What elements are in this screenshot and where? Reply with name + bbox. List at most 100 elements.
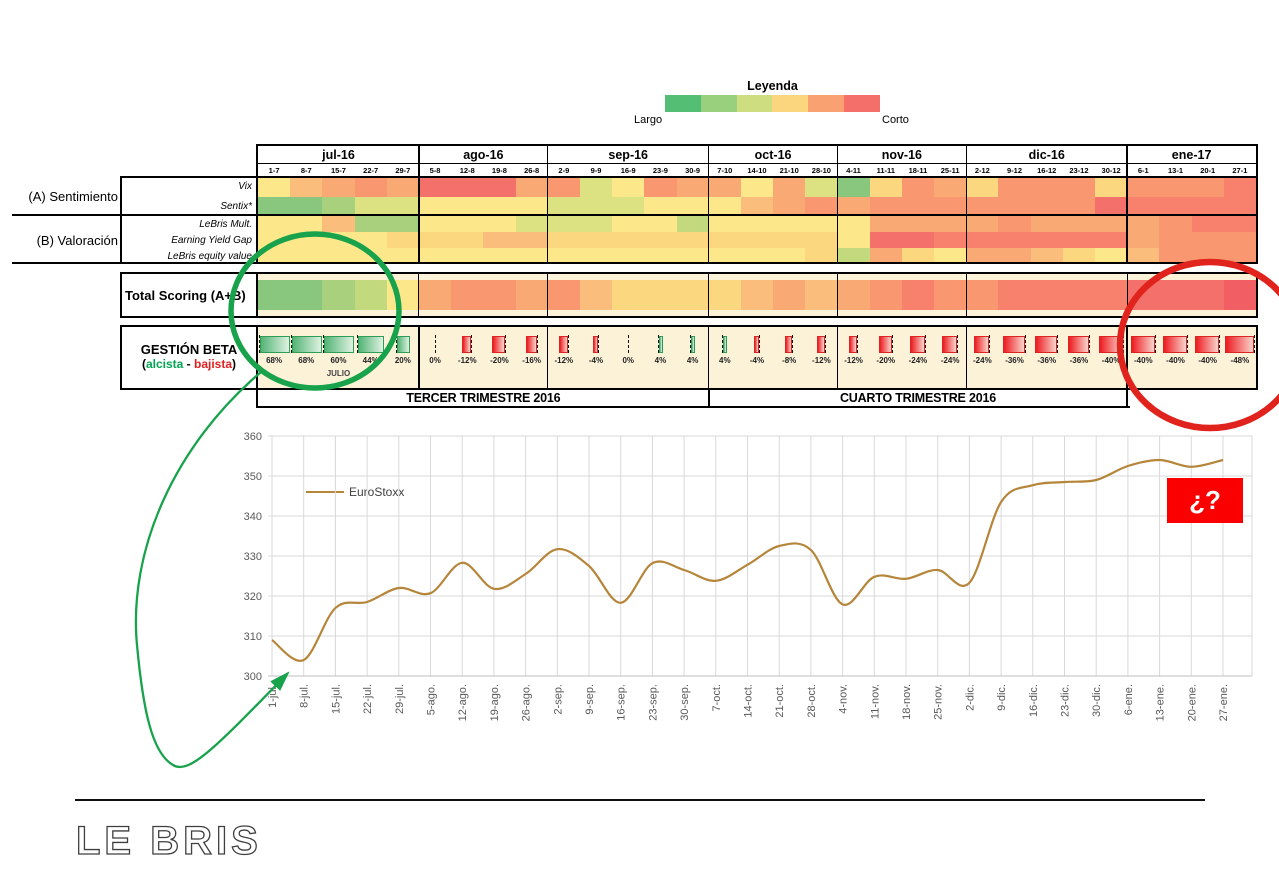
beta-bar-cell	[483, 335, 515, 353]
heatmap-cell	[901, 248, 935, 264]
heatmap-cell	[258, 177, 291, 197]
table-border	[1256, 325, 1258, 390]
beta-sub-alcista: alcista	[145, 357, 184, 371]
beta-value-label: -12%	[457, 356, 477, 365]
beta-value-label: -36%	[1005, 356, 1024, 365]
table-border	[418, 272, 420, 318]
week-header-cell: 21-10	[773, 164, 806, 177]
heatmap-cell	[837, 177, 871, 197]
heatmap-cell	[869, 177, 903, 197]
beta-value-label: 0%	[429, 356, 441, 365]
table-border	[418, 144, 420, 264]
heatmap-cell	[1030, 177, 1064, 197]
beta-zero-line	[471, 335, 473, 353]
heatmap-cell	[708, 232, 742, 248]
week-header-cell: 25-11	[934, 164, 967, 177]
beta-month-note: JULIO	[326, 369, 351, 378]
heatmap-cell	[998, 196, 1032, 216]
heatmap-cell	[483, 196, 517, 216]
beta-bar-cell	[612, 335, 644, 353]
heatmap-cell	[258, 196, 291, 216]
beta-bar-cell	[548, 335, 580, 353]
heatmap-cell	[451, 177, 484, 197]
beta-value-label: -36%	[1037, 356, 1057, 365]
heatmap-cell	[1127, 196, 1160, 216]
heatmap-cell	[901, 232, 935, 248]
table-border	[707, 144, 710, 264]
month-header-cell: sep-16	[547, 145, 709, 164]
heatmap-cell	[386, 196, 420, 216]
beta-value-label: -16%	[522, 356, 541, 365]
beta-value-label: 68%	[298, 356, 315, 365]
heatmap-cell	[354, 216, 388, 232]
gestion-beta-label: GESTIÓN BETA (alcista - bajista)	[122, 325, 256, 388]
total-scoring-cell	[998, 280, 1032, 310]
heatmap-cell	[676, 177, 710, 197]
heatmap-cell	[418, 177, 452, 197]
table-border	[120, 325, 122, 390]
beta-zero-line	[1089, 335, 1091, 353]
heatmap-cell	[1191, 232, 1225, 248]
heatmap-cell	[837, 232, 871, 248]
heatmap-cell	[1095, 177, 1128, 197]
week-header-cell: 11-11	[869, 164, 902, 177]
heatmap-cell	[483, 177, 517, 197]
total-scoring-cell	[1127, 280, 1160, 310]
heatmap-cell	[322, 232, 356, 248]
heatmap-cell	[998, 177, 1032, 197]
beta-value-label: -24%	[973, 356, 992, 365]
total-scoring-label: Total Scoring (A+B)	[122, 272, 256, 318]
beta-bar-cell	[709, 335, 741, 353]
table-border	[120, 388, 1258, 390]
beta-bar-positive	[658, 335, 663, 353]
legend-line-swatch	[306, 491, 344, 493]
heatmap-cell	[1159, 196, 1193, 216]
beta-bar-positive	[358, 335, 385, 353]
heatmap-cell	[998, 216, 1032, 232]
heatmap-cell	[966, 177, 999, 197]
beta-bar-positive	[323, 335, 354, 353]
heatmap-cell	[515, 232, 549, 248]
heatmap-cell	[1062, 248, 1096, 264]
total-scoring-cell	[740, 280, 774, 310]
month-header-cell: jul-16	[258, 145, 419, 164]
total-scoring-cell	[1030, 280, 1064, 310]
heatmap-cell	[418, 216, 452, 232]
beta-value-label: -20%	[876, 356, 896, 365]
week-header-cell: 4-11	[837, 164, 870, 177]
beta-value-label: 60%	[330, 356, 347, 365]
beta-bar-cell	[290, 335, 322, 353]
heatmap-cell	[998, 232, 1032, 248]
table-border	[1126, 325, 1128, 388]
heatmap-cell	[1062, 232, 1096, 248]
beta-bar-cell	[773, 335, 805, 353]
table-border	[1126, 144, 1128, 264]
beta-bar-cell	[322, 335, 354, 353]
table-border	[12, 214, 1258, 216]
heatmap-cell	[708, 177, 742, 197]
heatmap-cell	[740, 196, 774, 216]
beta-bar-cell	[258, 335, 290, 353]
beta-zero-line	[1187, 335, 1188, 353]
week-header-cell: 9-9	[579, 164, 613, 177]
table-border	[836, 272, 838, 318]
group-label-sentimiento: (A) Sentimiento	[28, 189, 118, 204]
heatmap-cell	[579, 216, 613, 232]
table-border	[708, 272, 710, 318]
heatmap-cell	[579, 177, 613, 197]
table-border	[1256, 272, 1258, 318]
heatmap-cell	[483, 216, 517, 232]
beta-value-label: -8%	[782, 356, 797, 365]
beta-sub-bajista: bajista	[194, 357, 233, 371]
beta-bar-negative	[1195, 335, 1220, 353]
heatmap-cell	[451, 232, 484, 248]
heatmap-cell	[837, 248, 871, 264]
heatmap-cell	[966, 196, 999, 216]
heatmap-cell	[708, 248, 742, 264]
group-label-valoracion: (B) Valoración	[36, 232, 118, 248]
total-scoring-cell	[676, 280, 710, 310]
month-header-cell: dic-16	[966, 145, 1128, 164]
heatmap-cell	[386, 216, 420, 232]
heatmap-cell	[934, 232, 967, 248]
